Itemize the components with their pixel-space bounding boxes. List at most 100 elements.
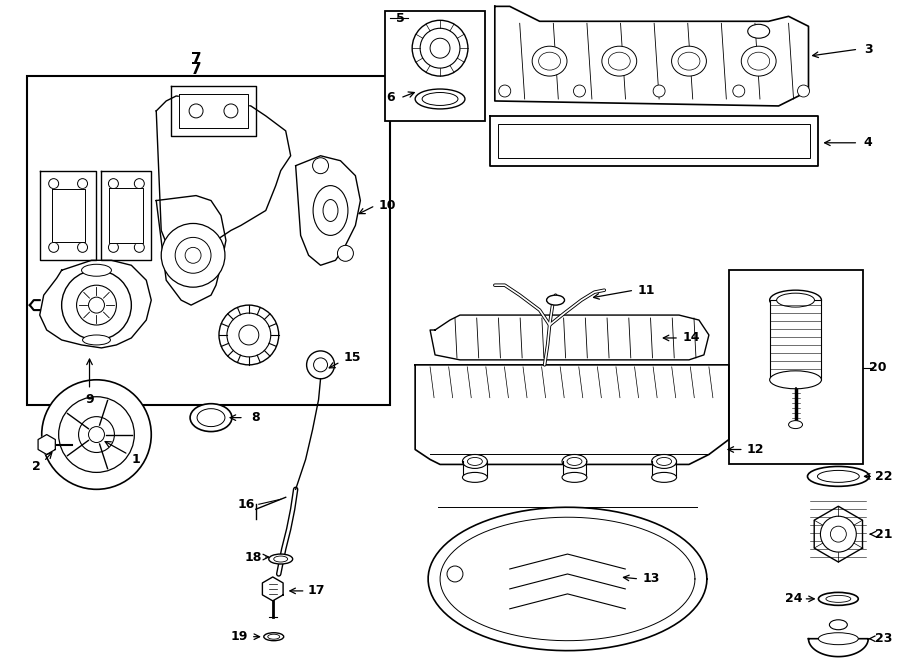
Text: 12: 12	[747, 443, 764, 456]
Ellipse shape	[268, 634, 280, 639]
Circle shape	[312, 158, 328, 174]
Ellipse shape	[562, 455, 587, 469]
Ellipse shape	[748, 24, 770, 38]
Bar	[770, 300, 822, 380]
Text: 13: 13	[643, 572, 660, 586]
Circle shape	[420, 28, 460, 68]
Circle shape	[61, 270, 131, 340]
Polygon shape	[38, 434, 55, 455]
Polygon shape	[179, 94, 248, 128]
Text: 5: 5	[396, 12, 405, 25]
Text: 11: 11	[637, 284, 655, 297]
Ellipse shape	[463, 473, 487, 483]
Text: 24: 24	[785, 592, 802, 605]
Ellipse shape	[274, 556, 288, 562]
Polygon shape	[490, 116, 818, 166]
Polygon shape	[157, 96, 291, 260]
Ellipse shape	[830, 620, 847, 630]
Circle shape	[176, 237, 211, 273]
Polygon shape	[415, 365, 729, 465]
Circle shape	[821, 516, 856, 552]
Circle shape	[41, 380, 151, 489]
Polygon shape	[51, 188, 85, 243]
Ellipse shape	[742, 46, 776, 76]
Ellipse shape	[83, 335, 111, 345]
Ellipse shape	[190, 404, 232, 432]
Circle shape	[224, 104, 238, 118]
Polygon shape	[263, 577, 284, 601]
Text: 2: 2	[32, 460, 41, 473]
Text: 7: 7	[191, 52, 202, 67]
Ellipse shape	[313, 186, 348, 235]
Ellipse shape	[788, 420, 803, 428]
Circle shape	[78, 416, 114, 453]
Circle shape	[797, 85, 809, 97]
Polygon shape	[157, 196, 226, 305]
Text: 16: 16	[238, 498, 255, 511]
Ellipse shape	[608, 52, 630, 70]
Ellipse shape	[817, 471, 860, 483]
Circle shape	[161, 223, 225, 287]
Ellipse shape	[323, 200, 338, 221]
Circle shape	[77, 178, 87, 188]
Text: 21: 21	[876, 527, 893, 541]
Polygon shape	[814, 506, 862, 562]
Bar	[729, 270, 863, 465]
Circle shape	[338, 245, 354, 261]
Ellipse shape	[463, 455, 487, 469]
Ellipse shape	[777, 293, 815, 307]
Polygon shape	[40, 260, 151, 348]
Polygon shape	[171, 86, 256, 136]
Text: 1: 1	[132, 453, 140, 466]
Text: 9: 9	[86, 393, 94, 407]
Circle shape	[313, 358, 328, 372]
Bar	[385, 11, 485, 121]
Circle shape	[219, 305, 279, 365]
Circle shape	[573, 85, 585, 97]
Circle shape	[76, 285, 116, 325]
Ellipse shape	[538, 52, 561, 70]
Ellipse shape	[770, 290, 822, 310]
Circle shape	[653, 85, 665, 97]
Polygon shape	[296, 156, 360, 265]
Circle shape	[447, 566, 463, 582]
Ellipse shape	[652, 473, 677, 483]
Polygon shape	[40, 171, 96, 260]
Bar	[27, 76, 391, 405]
Polygon shape	[102, 171, 151, 260]
Ellipse shape	[562, 473, 587, 483]
Text: 10: 10	[379, 199, 396, 212]
Ellipse shape	[82, 264, 112, 276]
Ellipse shape	[422, 93, 458, 106]
Circle shape	[77, 243, 87, 253]
Circle shape	[88, 426, 104, 442]
Ellipse shape	[818, 592, 859, 605]
Ellipse shape	[657, 457, 671, 465]
Circle shape	[134, 178, 144, 188]
Ellipse shape	[652, 455, 677, 469]
Text: 7: 7	[191, 61, 202, 77]
Text: 15: 15	[344, 352, 361, 364]
Circle shape	[88, 297, 104, 313]
Text: 4: 4	[864, 136, 873, 149]
Text: 17: 17	[308, 584, 325, 598]
Circle shape	[49, 243, 58, 253]
Circle shape	[227, 313, 271, 357]
Ellipse shape	[678, 52, 700, 70]
Text: 14: 14	[682, 331, 699, 344]
Ellipse shape	[197, 408, 225, 426]
Text: 20: 20	[869, 362, 886, 374]
Polygon shape	[808, 639, 868, 656]
Text: 18: 18	[244, 551, 262, 564]
Circle shape	[58, 397, 134, 473]
Ellipse shape	[532, 46, 567, 76]
Ellipse shape	[415, 89, 465, 109]
Ellipse shape	[269, 554, 292, 564]
Text: 23: 23	[876, 632, 893, 645]
Ellipse shape	[807, 467, 869, 486]
Circle shape	[238, 325, 259, 345]
Circle shape	[108, 178, 119, 188]
Ellipse shape	[467, 457, 482, 465]
Circle shape	[733, 85, 745, 97]
Circle shape	[49, 178, 58, 188]
